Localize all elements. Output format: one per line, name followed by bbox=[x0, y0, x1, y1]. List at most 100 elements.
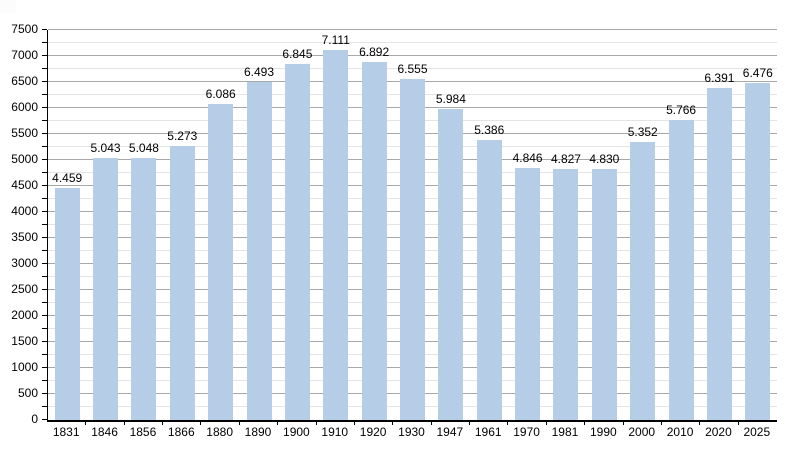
bar-value-label: 5.352 bbox=[627, 124, 658, 139]
y-axis-label: 1500 bbox=[11, 334, 38, 348]
bar bbox=[515, 168, 541, 420]
x-axis-label: 1947 bbox=[436, 425, 464, 439]
y-axis-tick bbox=[42, 172, 47, 173]
x-axis-tick bbox=[200, 422, 202, 425]
x-axis-tick bbox=[622, 422, 624, 425]
bar-value-label: 5.386 bbox=[474, 122, 505, 137]
y-axis-label: 4500 bbox=[11, 178, 38, 192]
x-axis-label: 1920 bbox=[359, 425, 387, 439]
y-axis-tick bbox=[42, 393, 47, 394]
bar-value-label: 5.984 bbox=[435, 91, 466, 106]
x-axis-label: 1930 bbox=[398, 425, 425, 439]
x-axis-label: 2020 bbox=[705, 425, 732, 439]
x-axis-tick bbox=[392, 422, 394, 425]
x-axis-label: 1866 bbox=[167, 425, 195, 439]
bar-value-label: 4.459 bbox=[52, 171, 83, 186]
x-axis-label: 2010 bbox=[666, 425, 694, 439]
bar-value-label: 5.043 bbox=[90, 140, 121, 155]
bar-value-label: 4.827 bbox=[550, 152, 581, 166]
y-axis-tick bbox=[42, 263, 47, 264]
bar bbox=[438, 108, 464, 420]
y-axis-label: 6500 bbox=[11, 74, 38, 88]
y-axis-tick bbox=[42, 419, 47, 420]
y-axis: 0 500 1000 1500 2000 2500 3000 3500 4000 4500 5000… bbox=[0, 23, 47, 426]
y-axis-tick bbox=[42, 315, 47, 316]
bar bbox=[591, 168, 617, 420]
y-axis-label: 1000 bbox=[11, 360, 38, 374]
x-axis-label: 1831 bbox=[52, 425, 80, 439]
x-axis-tick bbox=[238, 422, 240, 425]
x-axis-tick bbox=[353, 422, 355, 425]
y-axis-label: 3500 bbox=[11, 230, 38, 244]
y-axis-label: 5500 bbox=[11, 126, 38, 140]
x-axis-tick bbox=[584, 422, 586, 425]
y-axis-label: 3000 bbox=[11, 256, 38, 270]
y-axis-tick bbox=[42, 42, 47, 43]
bar bbox=[361, 61, 387, 420]
bar bbox=[400, 79, 425, 420]
y-axis-tick bbox=[42, 146, 47, 147]
y-axis-tick bbox=[42, 224, 47, 225]
bar-value-label: 6.476 bbox=[742, 66, 773, 81]
y-axis-tick bbox=[42, 250, 47, 251]
bar bbox=[169, 145, 195, 420]
y-axis-tick bbox=[42, 120, 47, 121]
bar-value-label: 6.086 bbox=[205, 86, 236, 101]
y-axis-tick bbox=[42, 185, 47, 186]
bar-value-label: 4.830 bbox=[589, 151, 620, 166]
x-axis-label: 1900 bbox=[283, 425, 310, 439]
bar bbox=[553, 169, 579, 420]
x-axis-label: 2025 bbox=[743, 425, 771, 439]
x-axis-label: 1880 bbox=[206, 425, 233, 439]
x-axis-tick bbox=[85, 422, 87, 425]
y-axis-tick bbox=[42, 29, 47, 30]
bar bbox=[668, 120, 694, 420]
y-axis-tick bbox=[42, 81, 47, 82]
bar bbox=[323, 50, 349, 420]
y-axis-label: 2000 bbox=[11, 308, 38, 322]
bar-value-label: 7.111 bbox=[321, 33, 350, 48]
bar bbox=[284, 64, 310, 420]
y-axis-tick bbox=[42, 289, 47, 290]
gridline-minor bbox=[48, 68, 777, 69]
y-axis-tick bbox=[42, 328, 47, 329]
bar bbox=[54, 188, 80, 420]
bar-value-label: 6.892 bbox=[359, 44, 390, 59]
y-axis-tick bbox=[42, 276, 47, 277]
y-axis-tick bbox=[42, 354, 47, 355]
x-axis-tick bbox=[430, 422, 432, 425]
y-axis-label: 500 bbox=[17, 386, 38, 400]
bar bbox=[476, 139, 502, 420]
y-axis-tick bbox=[42, 68, 47, 69]
x-axis-tick bbox=[699, 422, 701, 425]
bar bbox=[93, 157, 119, 420]
y-axis-label: 7500 bbox=[11, 22, 38, 36]
y-axis-label: 2500 bbox=[11, 282, 38, 296]
y-axis-tick bbox=[42, 211, 47, 212]
x-axis-tick bbox=[162, 422, 164, 425]
bar-value-label: 6.493 bbox=[244, 65, 275, 80]
x-axis-label: 1970 bbox=[513, 425, 540, 439]
bar-value-label: 6.845 bbox=[282, 47, 313, 62]
y-axis-label: 6000 bbox=[11, 100, 38, 114]
y-axis-label: 7000 bbox=[11, 48, 38, 62]
y-axis-tick bbox=[42, 341, 47, 342]
bar bbox=[208, 103, 234, 420]
bar bbox=[246, 82, 272, 420]
y-axis-label: 0 bbox=[31, 412, 38, 426]
bar-value-label: 6.391 bbox=[704, 70, 735, 85]
y-axis-tick bbox=[42, 107, 47, 108]
x-axis-tick bbox=[277, 422, 279, 425]
y-axis-tick bbox=[42, 94, 47, 95]
x-axis-tick bbox=[507, 422, 509, 425]
y-axis-tick bbox=[42, 159, 47, 160]
x-axis-label: 1990 bbox=[589, 425, 617, 439]
y-axis-tick bbox=[42, 302, 47, 303]
y-axis-tick bbox=[42, 133, 47, 134]
x-axis: 1831 1846 1856 1866 1880 1890 1900 1910 1920 1930… bbox=[47, 425, 776, 441]
bar-value-label: 5.766 bbox=[666, 103, 697, 118]
gridline-major bbox=[48, 29, 777, 30]
bar bbox=[131, 157, 157, 420]
y-axis-tick bbox=[42, 367, 47, 368]
